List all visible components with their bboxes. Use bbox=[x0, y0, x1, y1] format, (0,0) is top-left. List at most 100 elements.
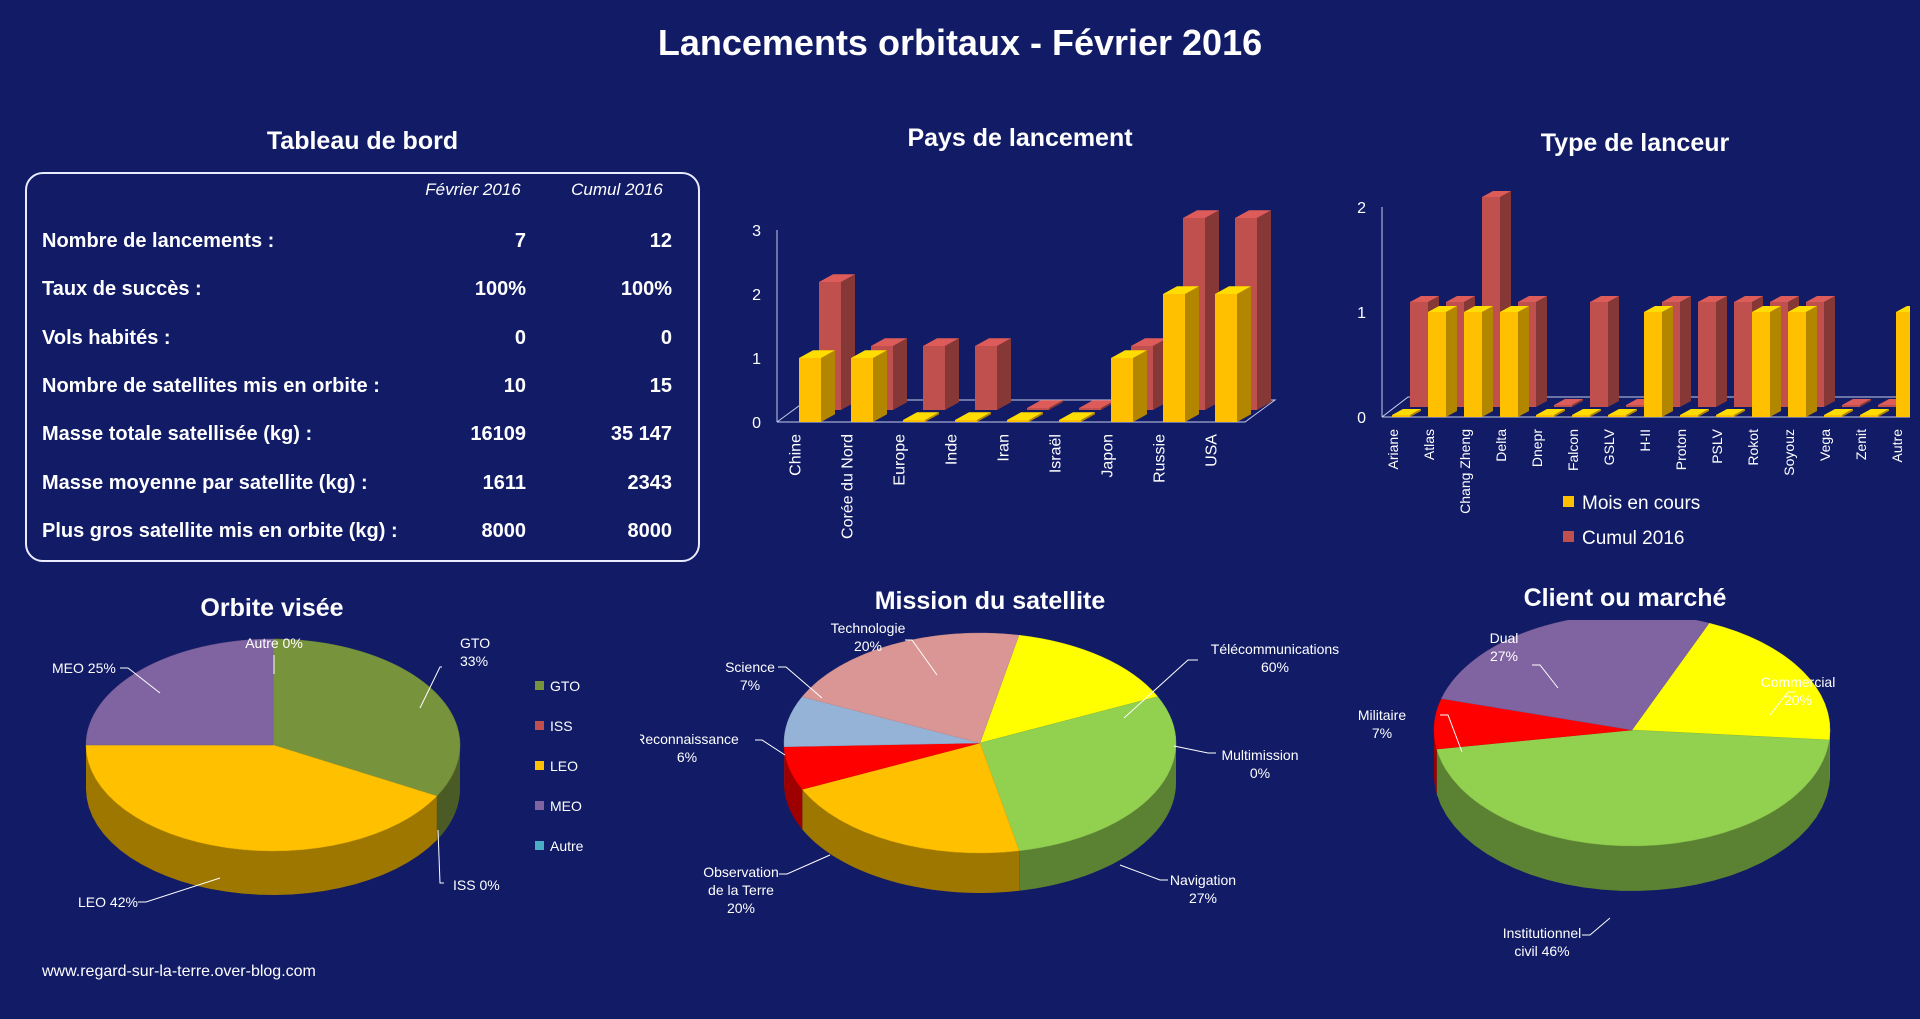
pie-label: Technologie 20% bbox=[831, 620, 906, 654]
legend-swatch-mois bbox=[1563, 496, 1574, 507]
bar-mois bbox=[1716, 408, 1745, 417]
legend-swatch-iss bbox=[535, 721, 544, 730]
floor-outline bbox=[1381, 396, 1910, 418]
dashboard-row-label: Nombre de lancements : bbox=[42, 230, 275, 252]
x-tick-label: Proton bbox=[1673, 429, 1689, 470]
dashboard-row: Vols habités : 0 0 bbox=[42, 327, 672, 357]
legend-swatch-autre bbox=[535, 841, 544, 850]
x-tick-label: Iran bbox=[995, 434, 1012, 462]
pie-chart-client: Commercial 20% Institutionnel civil 46% Mili… bbox=[1358, 620, 1836, 959]
dashboard-value-cumul: 0 bbox=[660, 326, 672, 349]
x-tick-label: Chang Zheng bbox=[1457, 429, 1473, 514]
bar-mois bbox=[851, 350, 887, 422]
x-tick-label: Zenit bbox=[1853, 429, 1869, 460]
pie-label: Navigation 27% bbox=[1170, 872, 1236, 906]
pie-side bbox=[1829, 730, 1830, 785]
dashboard-panel bbox=[25, 172, 700, 562]
bar-mois bbox=[1500, 305, 1529, 417]
y-tick-label: 1 bbox=[1357, 305, 1366, 322]
dashboard-value-month: 10 bbox=[503, 374, 526, 397]
pie-label: Autre 0% bbox=[245, 635, 303, 651]
bar-mois bbox=[1111, 350, 1147, 422]
y-tick-label: 3 bbox=[752, 223, 761, 240]
bar-mois bbox=[1059, 412, 1095, 422]
pie-label: Multimission 0% bbox=[1221, 747, 1298, 781]
leader-line bbox=[138, 877, 221, 903]
dashboard-row-label: Taux de succès : bbox=[42, 278, 202, 301]
pie-label: LEO 42% bbox=[78, 894, 138, 910]
legend-label-gto: GTO bbox=[550, 678, 581, 694]
pie-slice bbox=[979, 696, 1177, 852]
dashboard-row-label: Plus gros satellite mis en orbite (kg) : bbox=[42, 519, 398, 542]
bar-chart-pays: 0 1 2 3 Chine Corée du Nord Europe Inde Iran Isra… bbox=[752, 210, 1277, 539]
y-tick-label: 0 bbox=[752, 415, 761, 432]
pie-label: Reconnaissance 6% bbox=[640, 731, 739, 765]
x-tick-label: Ariane bbox=[1385, 429, 1401, 470]
leader-line bbox=[1769, 691, 1796, 716]
dashboard-value-cumul: 100% bbox=[620, 278, 672, 301]
bar-mois bbox=[1536, 408, 1565, 417]
dashboard-row: Nombre de lancements : 7 12 bbox=[42, 230, 672, 260]
leader-line bbox=[755, 739, 786, 756]
pie-slice bbox=[85, 638, 274, 746]
pie-slice bbox=[1441, 620, 1710, 731]
pie-label: Commercial 20% bbox=[1761, 674, 1836, 708]
x-tick-label: PSLV bbox=[1709, 428, 1725, 463]
bar-cumul bbox=[975, 338, 1011, 410]
chart-title-client: Client ou marché bbox=[1523, 584, 1727, 612]
leader-line bbox=[1582, 917, 1611, 936]
chart-title-pays: Pays de lancement bbox=[907, 124, 1133, 152]
pie-side bbox=[1019, 743, 1176, 891]
bar-mois bbox=[1007, 412, 1043, 422]
bar-mois bbox=[955, 412, 991, 422]
floor-outline bbox=[776, 399, 1277, 423]
dashboard-row-label: Masse moyenne par satellite (kg) : bbox=[42, 471, 368, 494]
legend-swatch-cumul bbox=[1563, 531, 1574, 542]
pie-side bbox=[1436, 739, 1830, 891]
x-tick-label: Atlas bbox=[1421, 429, 1437, 460]
bar-mois bbox=[1788, 305, 1817, 417]
bar-mois bbox=[1824, 408, 1853, 417]
dashboard-value-month: 0 bbox=[514, 326, 526, 349]
bar-mois bbox=[799, 350, 835, 422]
legend-swatch-meo bbox=[535, 801, 544, 810]
pie-label: Institutionnel civil 46% bbox=[1503, 925, 1582, 959]
pie-label: Dual 27% bbox=[1490, 630, 1519, 664]
x-tick-label: Autre bbox=[1889, 429, 1905, 463]
bar-mois bbox=[1896, 305, 1910, 417]
bar-mois bbox=[903, 412, 939, 422]
y-tick-label: 1 bbox=[752, 351, 761, 368]
dashboard-value-month: 1611 bbox=[482, 471, 526, 494]
pie-side bbox=[86, 745, 437, 895]
dashboard-value-month: 7 bbox=[514, 230, 526, 252]
dashboard-row: Masse totale satellisée (kg) : 16109 35 14… bbox=[42, 423, 672, 453]
legend-label-leo: LEO bbox=[550, 758, 579, 774]
legend-swatch-leo bbox=[535, 761, 544, 770]
pie-side bbox=[1434, 730, 1437, 795]
bar-mois bbox=[1163, 286, 1199, 422]
x-tick-label: GSLV bbox=[1601, 428, 1617, 465]
bar-cumul bbox=[1842, 398, 1871, 407]
bar-mois bbox=[1608, 408, 1637, 417]
leader-line bbox=[778, 666, 823, 699]
dashboard-title: Tableau de bord bbox=[266, 127, 459, 155]
bar-cumul bbox=[923, 338, 959, 410]
dashboard-value-cumul: 8000 bbox=[627, 519, 673, 542]
pie-slice bbox=[85, 744, 438, 852]
dashboard-row-label: Nombre de satellites mis en orbite : bbox=[42, 374, 380, 397]
x-tick-label: Soyouz bbox=[1781, 429, 1797, 476]
leader-line bbox=[905, 639, 938, 676]
y-tick-label: 2 bbox=[1357, 200, 1366, 217]
bar-cumul bbox=[1590, 295, 1619, 407]
x-tick-label: Chine bbox=[787, 434, 804, 476]
x-tick-label: Falcon bbox=[1565, 429, 1581, 471]
legend-label-autre: Autre bbox=[550, 838, 584, 854]
pie-label: ISS 0% bbox=[453, 877, 500, 893]
dashboard-col1-header: Février 2016 bbox=[425, 180, 521, 199]
x-tick-label: Dnepr bbox=[1529, 429, 1545, 467]
bar-mois bbox=[1644, 305, 1673, 417]
x-tick-label: Inde bbox=[943, 434, 960, 465]
bar-cumul bbox=[1554, 398, 1583, 407]
dashboard-value-month: 8000 bbox=[481, 519, 527, 542]
pie-side bbox=[436, 745, 460, 841]
